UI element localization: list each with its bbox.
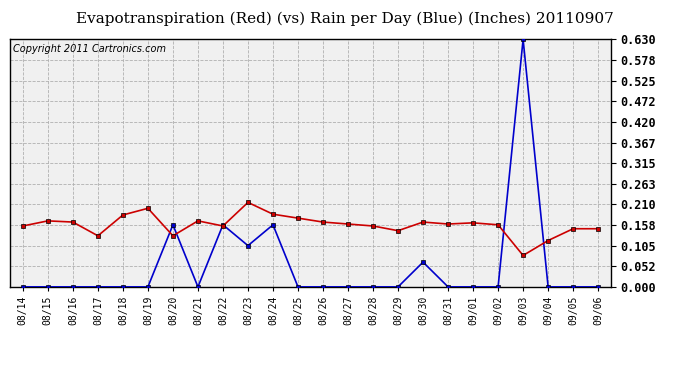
Text: Evapotranspiration (Red) (vs) Rain per Day (Blue) (Inches) 20110907: Evapotranspiration (Red) (vs) Rain per D… — [76, 11, 614, 26]
Text: Copyright 2011 Cartronics.com: Copyright 2011 Cartronics.com — [13, 44, 166, 54]
